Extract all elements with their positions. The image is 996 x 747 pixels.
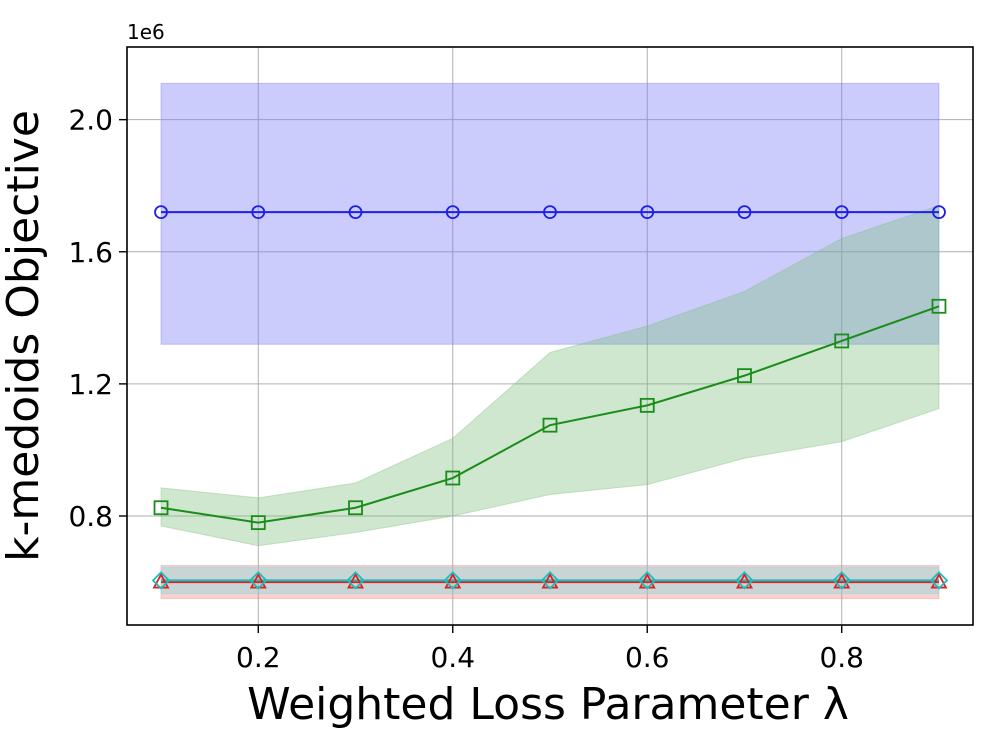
data-point-square — [348, 500, 363, 516]
data-point-diamond — [832, 571, 851, 590]
data-point-square — [250, 515, 266, 531]
data-point-circle — [737, 205, 752, 220]
data-point-diamond — [637, 571, 657, 590]
x-tick-label: 0.4 — [430, 641, 475, 674]
confidence-band-2 — [160, 204, 940, 547]
y-tick-label: 2.0 — [68, 104, 113, 137]
data-point-diamond — [540, 571, 560, 590]
data-point-diamond — [735, 571, 754, 590]
data-point-square — [542, 417, 558, 433]
data-point-circle — [640, 205, 655, 220]
data-point-circle — [154, 205, 168, 220]
data-point-circle — [445, 205, 460, 220]
data-point-square — [639, 397, 655, 413]
confidence-band-1 — [160, 82, 940, 345]
data-point-circle — [834, 205, 849, 220]
x-tick-label: 0.2 — [236, 641, 281, 674]
data-point-square — [834, 333, 850, 349]
data-point-square — [931, 298, 947, 314]
data-point-diamond — [151, 571, 171, 590]
data-point-circle — [348, 205, 363, 220]
data-point-diamond — [443, 571, 463, 590]
data-point-diamond — [346, 571, 365, 590]
data-point-circle — [251, 205, 266, 220]
data-point-square — [737, 368, 752, 384]
y-axis-ticks: 0.8 1.2 1.6 2.0 — [68, 104, 127, 533]
x-axis-label: Weighted Loss Parameter λ — [247, 679, 849, 730]
series-lines — [160, 211, 940, 584]
data-point-square — [445, 470, 461, 486]
series-markers — [151, 205, 949, 590]
y-tick-label: 1.2 — [68, 368, 113, 401]
data-point-circle — [543, 205, 557, 220]
series-line-2 — [160, 305, 940, 524]
y-tick-label: 1.6 — [68, 236, 113, 269]
y-axis-scale-label: 1e6 — [127, 20, 165, 44]
data-point-diamond — [249, 571, 268, 590]
y-axis-label: k-medoids Objective — [0, 110, 49, 562]
y-tick-label: 0.8 — [68, 500, 113, 533]
data-point-circle — [932, 205, 946, 220]
x-tick-label: 0.6 — [625, 641, 670, 674]
x-axis-ticks: 0.2 0.4 0.6 0.8 — [236, 625, 864, 674]
data-point-diamond — [929, 571, 949, 590]
x-tick-label: 0.8 — [819, 641, 864, 674]
data-point-square — [153, 500, 169, 516]
plot-frame — [126, 46, 974, 626]
grid-lines — [127, 47, 973, 625]
